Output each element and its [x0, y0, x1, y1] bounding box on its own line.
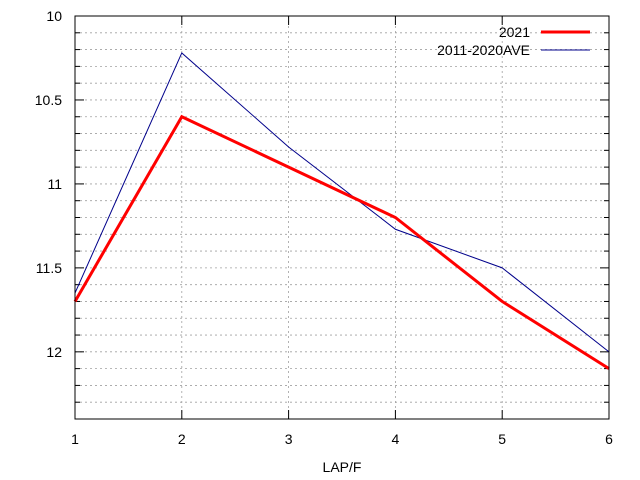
x-tick-label: 2 — [178, 431, 186, 447]
x-tick-label: 5 — [498, 431, 506, 447]
x-tick-label: 1 — [71, 431, 79, 447]
legend: 2021 2011-2020AVE — [437, 24, 590, 58]
x-tick-label: 6 — [605, 431, 613, 447]
y-tick-label: 11 — [47, 176, 62, 192]
x-tick-label: 4 — [392, 431, 400, 447]
y-tick-label: 10 — [46, 8, 62, 24]
series-lines — [73, 52, 610, 370]
legend-label: 2021 — [499, 24, 530, 40]
x-tick-labels: 1 2 3 4 5 6 — [71, 431, 613, 447]
series-line-average — [74, 52, 610, 353]
y-tick-labels: 10 10.5 11 11.5 12 — [35, 8, 62, 360]
legend-label: 2011-2020AVE — [437, 42, 530, 58]
series-line-current — [73, 114, 610, 370]
y-tick-label: 10.5 — [35, 92, 62, 108]
x-tick-label: 3 — [285, 431, 293, 447]
y-tick-label: 11.5 — [36, 260, 62, 276]
y-tick-label: 12 — [46, 344, 62, 360]
plot-frame — [74, 15, 610, 420]
grid — [75, 16, 609, 419]
x-axis-label: LAP/F — [323, 459, 362, 475]
